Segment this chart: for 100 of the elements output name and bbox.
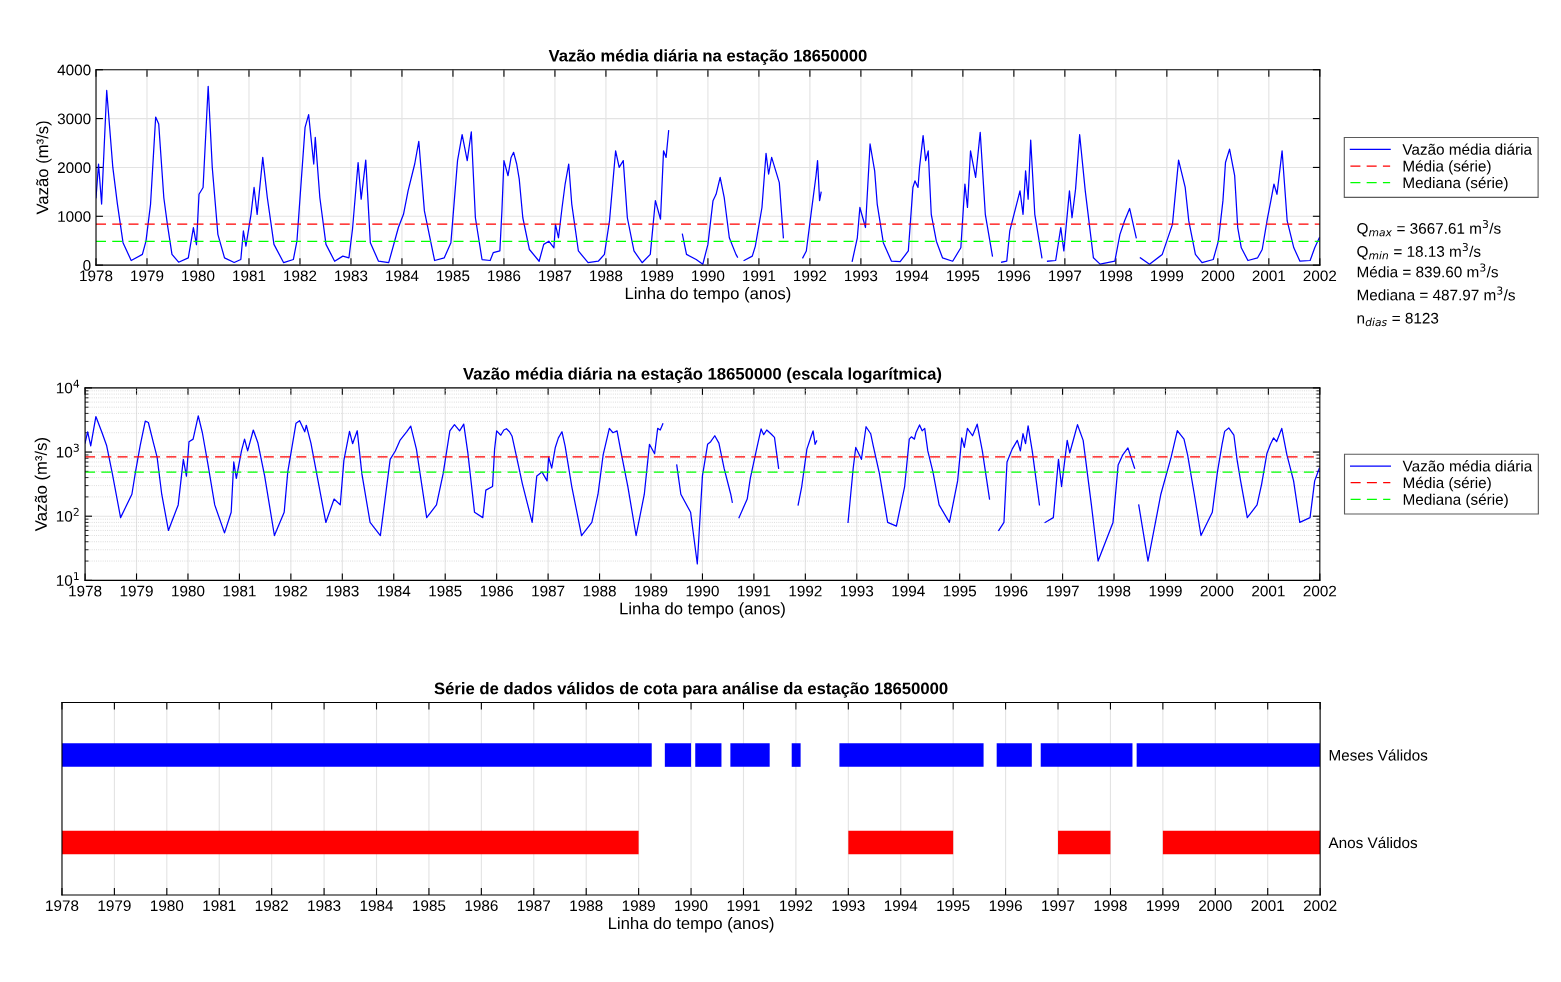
y-tick-label: 10$^{1}$ [56, 572, 79, 586]
chart-title: Série de dados válidos de cota para análise da estação 18650000 [434, 681, 948, 698]
x-tick-label: 1993 [832, 900, 865, 912]
x-tick-label: 1990 [675, 900, 708, 912]
x-tick-label: 1990 [686, 585, 719, 597]
x-tick-label: 1989 [641, 270, 674, 282]
x-tick-label: 1998 [1098, 585, 1131, 597]
x-tick-label: 1992 [794, 270, 827, 282]
x-tick-label: 1989 [622, 900, 655, 912]
x-tick-label: 1981 [223, 585, 256, 597]
x-tick-label: 1978 [46, 900, 79, 912]
text: Q$_{max}$ = 3667.61 m$^{3}$/s [1357, 219, 1501, 237]
x-tick-label: 2002 [1303, 270, 1337, 282]
x-tick-label: 1992 [789, 585, 822, 597]
text: Média = 839.60 m$^{3}$/s [1357, 263, 1498, 278]
x-tick-label: 1980 [172, 585, 205, 597]
x-tick-label: 2000 [1199, 900, 1232, 912]
y-tick-label: Anos Válidos [1328, 836, 1418, 849]
y-tick-label: 10$^{3}$ [56, 443, 79, 458]
x-tick-label: 1979 [131, 270, 164, 282]
x-tick-label: 1983 [308, 900, 341, 912]
x-tick-label: 1983 [326, 585, 359, 597]
x-tick-label: 1985 [429, 585, 462, 597]
y-tick-label: 10$^{4}$ [56, 379, 80, 394]
legend-label: Média (série) [1403, 476, 1491, 492]
x-tick-label: 1988 [570, 900, 603, 912]
x-tick-label: 2000 [1200, 585, 1234, 597]
x-tick-label: 1995 [943, 585, 977, 597]
x-tick-label: 1997 [1042, 900, 1075, 912]
y-tick-label: 4000 [57, 64, 91, 76]
x-tick-label: 1984 [360, 900, 394, 912]
x-tick-label: 1991 [743, 270, 776, 282]
x-tick-label: 1978 [69, 585, 102, 597]
legend-label: Média (série) [1403, 160, 1491, 175]
y-tick-label: 3000 [57, 113, 91, 125]
x-tick-label: 1997 [1049, 270, 1082, 282]
x-tick-label: 1995 [937, 900, 970, 912]
x-tick-label: 2001 [1252, 585, 1285, 597]
x-tick-label: 1995 [947, 270, 980, 282]
x-tick-label: 2002 [1303, 900, 1337, 912]
x-tick-label: 1978 [80, 270, 113, 282]
x-tick-label: 1998 [1094, 900, 1127, 912]
x-tick-label: 1999 [1151, 270, 1184, 282]
x-tick-label: 1983 [335, 270, 368, 282]
y-tick-label: 0 [83, 260, 91, 271]
x-tick-label: 1985 [413, 900, 446, 912]
x-tick-label: 1982 [275, 585, 308, 597]
legend-label: Mediana (série) [1403, 493, 1508, 508]
x-tick-label: 1993 [840, 585, 874, 597]
x-tick-label: 1982 [284, 270, 317, 282]
text: Mediana = 487.97 m$^{3}$/s [1357, 286, 1515, 301]
x-tick-label: 1988 [583, 585, 616, 597]
x-tick-label: 2001 [1251, 900, 1284, 912]
text: Q$_{min}$ = 18.13 m$^{3}$/s [1357, 242, 1481, 260]
x-tick-label: 1991 [727, 900, 760, 912]
x-tick-label: 1981 [203, 900, 236, 912]
x-tick-label: 1996 [998, 270, 1031, 282]
chart-title: Vazão média diária na estação 18650000 [548, 49, 867, 65]
y-axis-title: Vazão (m³/s) [34, 438, 51, 532]
y-tick-label: 1000 [58, 211, 91, 222]
x-tick-label: 1996 [995, 585, 1028, 597]
x-tick-label: 1986 [465, 900, 498, 912]
text: n$_{dias}$ = 8123 [1357, 312, 1439, 327]
x-tick-label: 2001 [1252, 270, 1286, 282]
legend-label: Mediana (série) [1403, 176, 1508, 192]
legend-label: Vazão média diária [1402, 143, 1533, 155]
x-tick-label: 1987 [539, 270, 572, 282]
x-tick-label: 2000 [1201, 270, 1235, 282]
x-tick-label: 1988 [590, 270, 623, 282]
x-tick-label: 1990 [692, 270, 725, 282]
x-tick-label: 1979 [98, 900, 131, 912]
x-tick-label: 2002 [1303, 585, 1337, 597]
x-tick-label: 1986 [480, 585, 513, 597]
x-tick-label: 1997 [1046, 585, 1079, 597]
x-tick-label: 1980 [182, 270, 215, 282]
y-tick-label: 2000 [57, 162, 91, 174]
x-tick-label: 1999 [1149, 585, 1182, 597]
x-tick-label: 1984 [377, 585, 411, 597]
x-tick-label: 1987 [517, 900, 551, 912]
x-tick-label: 1993 [845, 270, 878, 282]
x-tick-label: 1986 [488, 270, 521, 282]
y-tick-label: Meses Válidos [1329, 749, 1428, 761]
x-axis-title: Linha do tempo (anos) [609, 916, 774, 933]
x-tick-label: 1994 [884, 900, 918, 912]
x-tick-label: 1984 [386, 270, 419, 282]
x-tick-label: 1980 [150, 900, 184, 912]
x-tick-label: 1996 [989, 900, 1022, 912]
x-tick-label: 1981 [233, 270, 266, 282]
x-tick-label: 1979 [120, 585, 153, 597]
legend-label: Vazão média diária [1402, 460, 1533, 472]
x-tick-label: 1987 [532, 585, 565, 597]
x-tick-label: 1994 [892, 585, 925, 597]
x-tick-label: 1989 [635, 585, 668, 597]
x-axis-title: Linha do tempo (anos) [620, 602, 785, 618]
x-tick-label: 1992 [780, 900, 813, 912]
x-tick-label: 1982 [255, 900, 288, 912]
x-tick-label: 1998 [1100, 270, 1133, 282]
chart-title: Vazão média diária na estação 18650000 (escala logarítmica) [463, 367, 942, 384]
y-axis-title: Vazão (m³/s) [36, 121, 52, 215]
x-tick-label: 1999 [1147, 900, 1180, 912]
